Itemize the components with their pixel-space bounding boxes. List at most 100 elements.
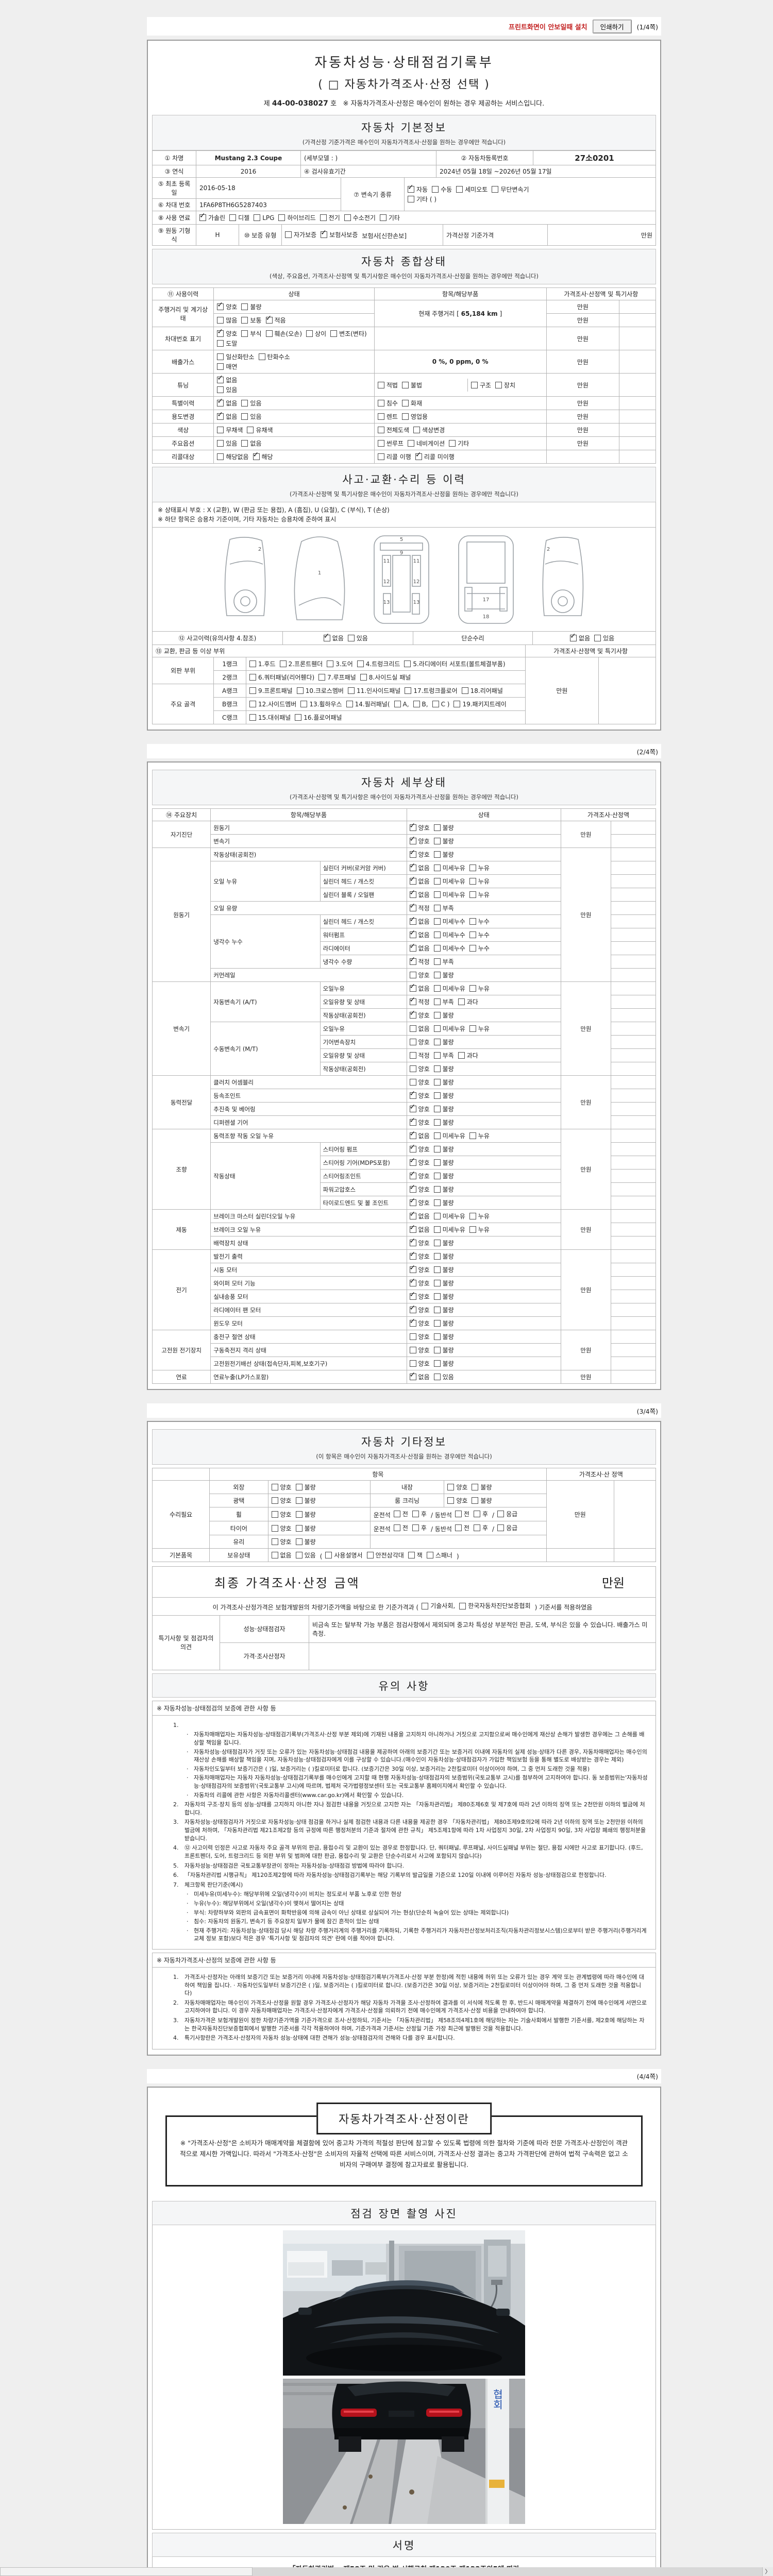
checkbox-icon[interactable] bbox=[347, 635, 355, 641]
checkbox-icon[interactable] bbox=[456, 186, 463, 193]
checkbox-icon[interactable] bbox=[241, 330, 248, 337]
checkbox-checked-icon[interactable] bbox=[409, 1264, 416, 1273]
checkbox-checked-icon[interactable] bbox=[409, 1143, 416, 1153]
checkbox-icon[interactable] bbox=[377, 381, 384, 388]
checkbox-icon[interactable] bbox=[249, 687, 257, 694]
checkbox-icon[interactable] bbox=[433, 1213, 441, 1219]
checkbox-icon[interactable] bbox=[325, 1552, 332, 1558]
checkbox-checked-icon[interactable] bbox=[415, 451, 422, 460]
checkbox-icon[interactable] bbox=[217, 317, 224, 324]
checkbox-icon[interactable] bbox=[469, 1226, 476, 1233]
checkbox-icon[interactable] bbox=[401, 413, 409, 420]
checkbox-icon[interactable] bbox=[409, 1039, 416, 1045]
checkbox-icon[interactable] bbox=[295, 1552, 303, 1558]
checkbox-checked-icon[interactable] bbox=[409, 1371, 416, 1380]
checkbox-checked-icon[interactable] bbox=[217, 397, 224, 406]
checkbox-checked-icon[interactable] bbox=[409, 942, 416, 952]
checkbox-icon[interactable] bbox=[241, 413, 248, 420]
checkbox-checked-icon[interactable] bbox=[409, 982, 416, 992]
checkbox-icon[interactable] bbox=[447, 1497, 455, 1504]
checkbox-icon[interactable] bbox=[271, 1484, 278, 1490]
checkbox-checked-icon[interactable] bbox=[409, 996, 416, 1005]
checkbox-icon[interactable] bbox=[433, 1320, 441, 1327]
checkbox-icon[interactable] bbox=[327, 660, 334, 667]
checkbox-checked-icon[interactable] bbox=[409, 822, 416, 831]
checkbox-checked-icon[interactable] bbox=[409, 1130, 416, 1139]
checkbox-icon[interactable] bbox=[346, 701, 353, 707]
checkbox-icon[interactable] bbox=[295, 1538, 303, 1545]
checkbox-icon[interactable] bbox=[447, 1484, 455, 1490]
checkbox-icon[interactable] bbox=[433, 1106, 441, 1112]
checkbox-icon[interactable] bbox=[433, 838, 441, 844]
checkbox-icon[interactable] bbox=[433, 1307, 441, 1313]
checkbox-checked-icon[interactable] bbox=[409, 862, 416, 871]
checkbox-icon[interactable] bbox=[278, 214, 285, 221]
checkbox-icon[interactable] bbox=[433, 1119, 441, 1126]
checkbox-icon[interactable] bbox=[271, 1524, 278, 1532]
checkbox-icon[interactable] bbox=[412, 1511, 419, 1517]
checkbox-icon[interactable] bbox=[433, 1199, 441, 1206]
checkbox-icon[interactable] bbox=[469, 865, 476, 871]
checkbox-icon[interactable] bbox=[433, 1132, 441, 1139]
checkbox-icon[interactable] bbox=[409, 1052, 416, 1059]
checkbox-icon[interactable] bbox=[295, 714, 302, 721]
checkbox-icon[interactable] bbox=[360, 674, 367, 681]
checkbox-checked-icon[interactable] bbox=[217, 374, 224, 383]
checkbox-icon[interactable] bbox=[433, 918, 441, 925]
checkbox-icon[interactable] bbox=[366, 1552, 374, 1558]
checkbox-icon[interactable] bbox=[472, 1484, 479, 1490]
checkbox-icon[interactable] bbox=[241, 440, 248, 447]
checkbox-checked-icon[interactable] bbox=[409, 889, 416, 898]
checkbox-icon[interactable] bbox=[458, 1052, 465, 1059]
checkbox-icon[interactable] bbox=[433, 958, 441, 965]
checkbox-icon[interactable] bbox=[408, 196, 414, 202]
checkbox-icon[interactable] bbox=[229, 214, 237, 221]
checkbox-icon[interactable] bbox=[433, 1186, 441, 1193]
checkbox-icon[interactable] bbox=[433, 1052, 441, 1059]
checkbox-icon[interactable] bbox=[495, 381, 502, 388]
checkbox-icon[interactable] bbox=[422, 1602, 429, 1609]
checkbox-icon[interactable] bbox=[306, 330, 313, 337]
checkbox-icon[interactable] bbox=[409, 1360, 416, 1367]
checkbox-checked-icon[interactable] bbox=[217, 328, 224, 337]
checkbox-icon[interactable] bbox=[455, 1524, 462, 1531]
checkbox-icon[interactable] bbox=[249, 701, 257, 707]
checkbox-checked-icon[interactable] bbox=[217, 411, 224, 420]
checkbox-checked-icon[interactable] bbox=[409, 956, 416, 965]
checkbox-icon[interactable] bbox=[458, 998, 465, 1005]
checkbox-icon[interactable] bbox=[433, 1360, 441, 1367]
checkbox-icon[interactable] bbox=[295, 1511, 303, 1518]
checkbox-icon[interactable] bbox=[469, 931, 476, 938]
checkbox-icon[interactable] bbox=[401, 381, 409, 388]
checkbox-icon[interactable] bbox=[271, 1497, 278, 1504]
checkbox-icon[interactable] bbox=[432, 186, 439, 193]
checkbox-icon[interactable] bbox=[433, 1092, 441, 1099]
checkbox-icon[interactable] bbox=[492, 186, 499, 193]
checkbox-checked-icon[interactable] bbox=[409, 1317, 416, 1327]
checkbox-icon[interactable] bbox=[469, 1132, 476, 1139]
checkbox-icon[interactable] bbox=[271, 1538, 278, 1545]
checkbox-checked-icon[interactable] bbox=[199, 212, 206, 221]
checkbox-icon[interactable] bbox=[412, 1524, 419, 1531]
checkbox-checked-icon[interactable] bbox=[409, 1224, 416, 1233]
checkbox-icon[interactable] bbox=[241, 303, 248, 310]
checkbox-checked-icon[interactable] bbox=[409, 1277, 416, 1286]
checkbox-icon[interactable] bbox=[433, 1266, 441, 1273]
checkbox-icon[interactable] bbox=[377, 453, 384, 460]
checkbox-checked-icon[interactable] bbox=[408, 183, 414, 193]
checkbox-icon[interactable] bbox=[461, 687, 468, 694]
checkbox-checked-icon[interactable] bbox=[570, 632, 577, 641]
checkbox-checked-icon[interactable] bbox=[409, 1009, 416, 1019]
checkbox-icon[interactable] bbox=[413, 701, 420, 707]
checkbox-icon[interactable] bbox=[241, 317, 248, 324]
checkbox-icon[interactable] bbox=[433, 878, 441, 885]
checkbox-icon[interactable] bbox=[433, 1159, 441, 1166]
checkbox-icon[interactable] bbox=[497, 1524, 505, 1531]
checkbox-icon[interactable] bbox=[473, 1511, 480, 1517]
checkbox-icon[interactable] bbox=[409, 1333, 416, 1340]
checkbox-icon[interactable] bbox=[295, 1524, 303, 1532]
checkbox-checked-icon[interactable] bbox=[253, 451, 260, 460]
checkbox-icon[interactable] bbox=[594, 635, 601, 641]
checkbox-icon[interactable] bbox=[433, 1374, 441, 1380]
checkbox-icon[interactable] bbox=[295, 1497, 303, 1504]
